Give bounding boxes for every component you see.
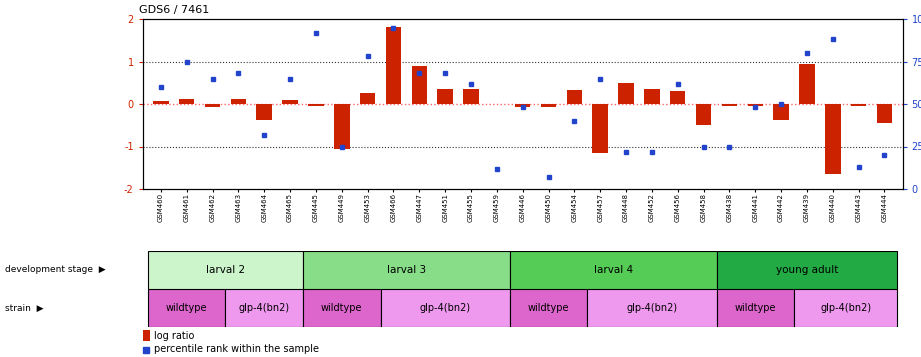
Text: larval 2: larval 2 bbox=[206, 265, 245, 275]
Text: log ratio: log ratio bbox=[154, 331, 194, 341]
Bar bbox=[717, 251, 897, 289]
Bar bbox=[226, 289, 303, 327]
Bar bbox=[877, 104, 892, 123]
Bar bbox=[153, 101, 169, 104]
Bar bbox=[722, 104, 737, 106]
Bar bbox=[303, 251, 509, 289]
Bar bbox=[566, 90, 582, 104]
Bar bbox=[380, 289, 509, 327]
Bar bbox=[360, 94, 376, 104]
Bar bbox=[412, 66, 427, 104]
Bar bbox=[794, 289, 897, 327]
Text: GDS6 / 7461: GDS6 / 7461 bbox=[139, 5, 209, 15]
Bar bbox=[541, 104, 556, 107]
Text: wildtype: wildtype bbox=[735, 303, 776, 313]
Bar bbox=[143, 330, 149, 341]
Bar bbox=[256, 104, 272, 120]
Bar bbox=[748, 104, 763, 106]
Bar bbox=[851, 104, 867, 106]
Text: wildtype: wildtype bbox=[528, 303, 569, 313]
Text: glp-4(bn2): glp-4(bn2) bbox=[420, 303, 471, 313]
Bar bbox=[825, 104, 841, 174]
Bar bbox=[644, 89, 659, 104]
Bar bbox=[334, 104, 349, 149]
Bar bbox=[618, 83, 634, 104]
Bar bbox=[148, 289, 226, 327]
Text: percentile rank within the sample: percentile rank within the sample bbox=[154, 345, 320, 355]
Text: larval 4: larval 4 bbox=[593, 265, 633, 275]
Bar bbox=[670, 91, 685, 104]
Text: glp-4(bn2): glp-4(bn2) bbox=[626, 303, 678, 313]
Bar bbox=[283, 100, 297, 104]
Text: glp-4(bn2): glp-4(bn2) bbox=[239, 303, 290, 313]
Bar bbox=[437, 89, 453, 104]
Text: glp-4(bn2): glp-4(bn2) bbox=[821, 303, 871, 313]
Text: strain  ▶: strain ▶ bbox=[5, 303, 43, 312]
Text: wildtype: wildtype bbox=[321, 303, 363, 313]
Bar bbox=[386, 27, 402, 104]
Bar bbox=[309, 104, 323, 106]
Bar bbox=[588, 289, 717, 327]
Bar bbox=[230, 99, 246, 104]
Bar bbox=[515, 104, 530, 107]
Bar bbox=[179, 99, 194, 104]
Bar bbox=[303, 289, 380, 327]
Bar bbox=[592, 104, 608, 153]
Bar bbox=[509, 251, 717, 289]
Bar bbox=[717, 289, 794, 327]
Text: wildtype: wildtype bbox=[166, 303, 207, 313]
Bar bbox=[799, 64, 815, 104]
Text: young adult: young adult bbox=[775, 265, 838, 275]
Bar bbox=[696, 104, 711, 125]
Text: larval 3: larval 3 bbox=[387, 265, 426, 275]
Bar bbox=[774, 104, 789, 120]
Text: development stage  ▶: development stage ▶ bbox=[5, 266, 105, 275]
Bar bbox=[463, 89, 479, 104]
Bar bbox=[509, 289, 588, 327]
Bar bbox=[148, 251, 303, 289]
Bar bbox=[204, 104, 220, 107]
